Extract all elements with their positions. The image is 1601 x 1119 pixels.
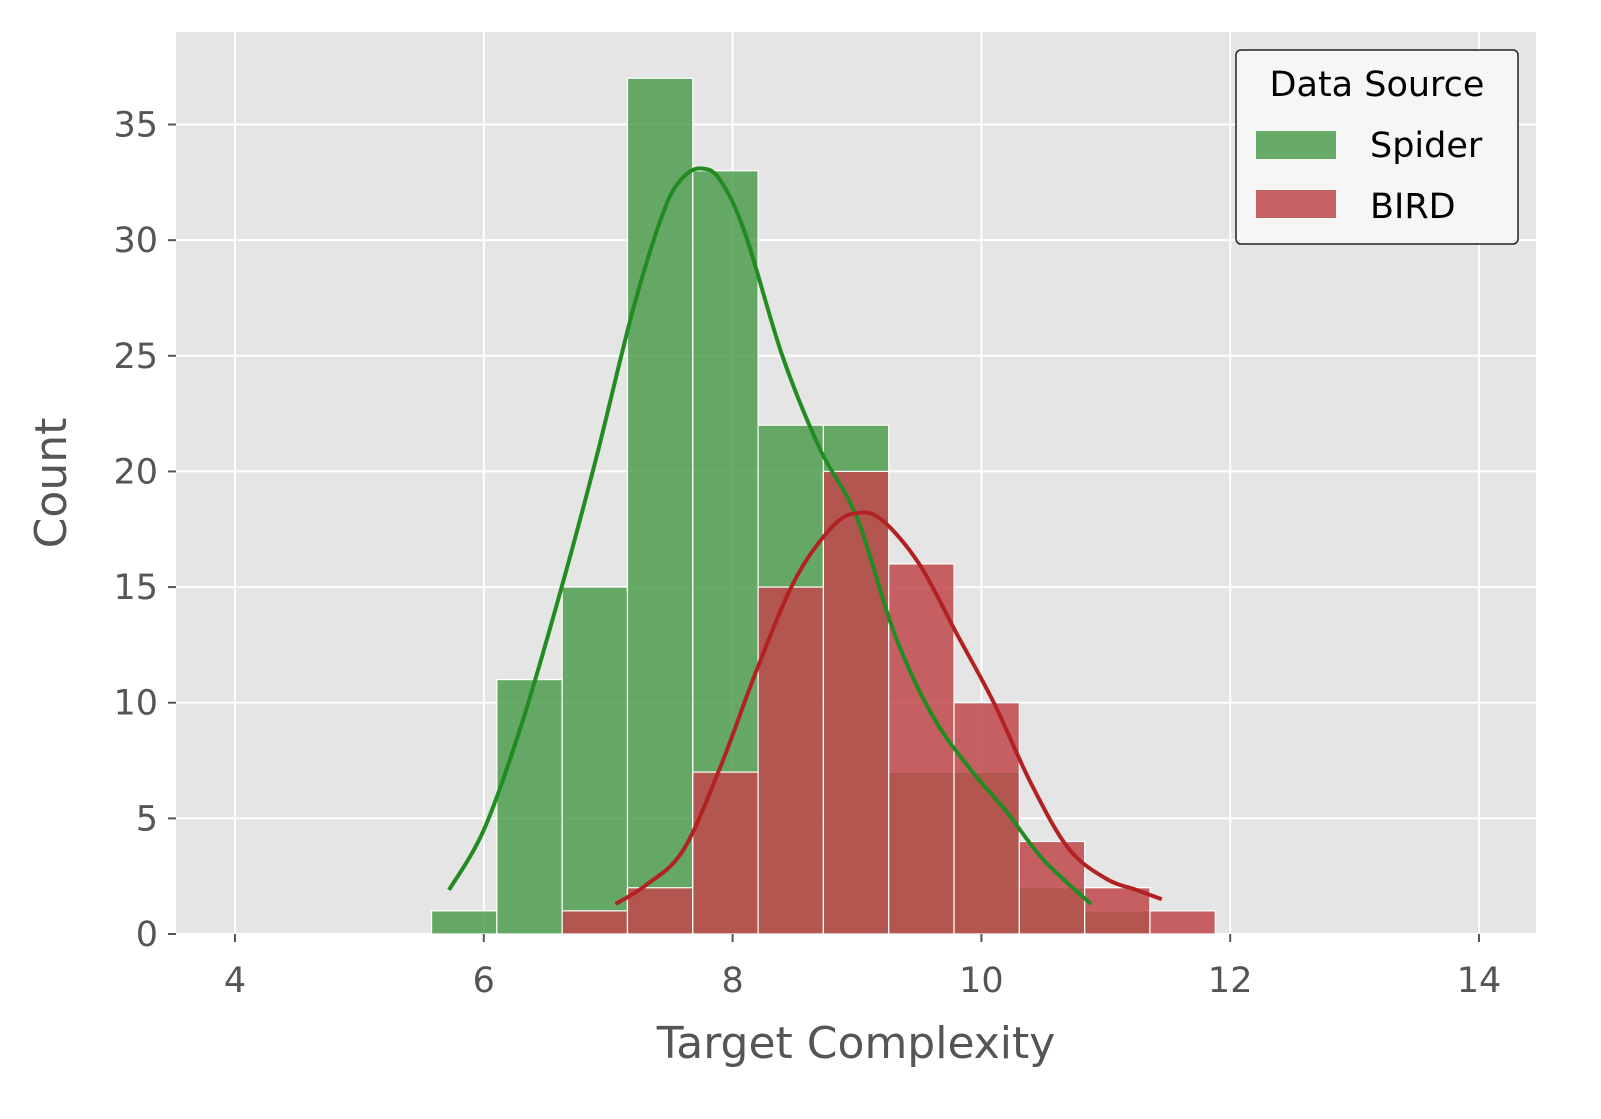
bird-kde-line [614, 510, 1163, 906]
kde-curves [447, 166, 1163, 906]
y-tick-label: 15 [113, 568, 158, 608]
bird-bar [1084, 887, 1151, 935]
spider-bar [626, 77, 694, 935]
legend-swatch-bird [1256, 190, 1336, 218]
bird-bar [888, 563, 955, 935]
bird-bar [1149, 910, 1216, 935]
y-tick-label: 25 [113, 337, 158, 377]
axis-ticks: 4 6 8 10 12 14 0 5 10 15 20 25 30 35 [113, 106, 1501, 1001]
legend: Data Source Spider BIRD [1235, 49, 1519, 245]
spider-bar [496, 678, 563, 935]
legend-label-spider: Spider [1370, 126, 1483, 166]
x-tick-label: 10 [959, 961, 1004, 1001]
y-tick-label: 5 [136, 799, 158, 839]
y-tick-label: 10 [113, 684, 158, 724]
bird-bar [822, 470, 890, 935]
bird-bar [626, 887, 694, 935]
y-tick-label: 35 [113, 106, 158, 146]
histogram-bars [430, 77, 1216, 935]
spider-bar [561, 586, 629, 935]
x-tick-label: 4 [224, 961, 246, 1001]
legend-label-bird: BIRD [1370, 187, 1456, 227]
x-tick-label: 14 [1457, 961, 1502, 1001]
legend-swatch-spider [1256, 131, 1336, 159]
y-tick-label: 20 [113, 452, 158, 492]
x-tick-label: 6 [473, 961, 495, 1001]
spider-bar [430, 910, 498, 935]
x-axis-title: Target Complexity [656, 1018, 1056, 1069]
bird-bar [757, 586, 825, 935]
x-tick-label: 8 [721, 961, 743, 1001]
legend-title: Data Source [1270, 65, 1485, 105]
y-tick-label: 0 [136, 915, 158, 955]
bird-bar [692, 771, 759, 935]
bird-bar [953, 702, 1020, 935]
y-tick-label: 30 [113, 221, 158, 261]
spider-kde-line [447, 166, 1093, 906]
y-axis-title: Count [26, 418, 77, 549]
bird-bar [561, 910, 629, 935]
x-tick-label: 12 [1208, 961, 1253, 1001]
